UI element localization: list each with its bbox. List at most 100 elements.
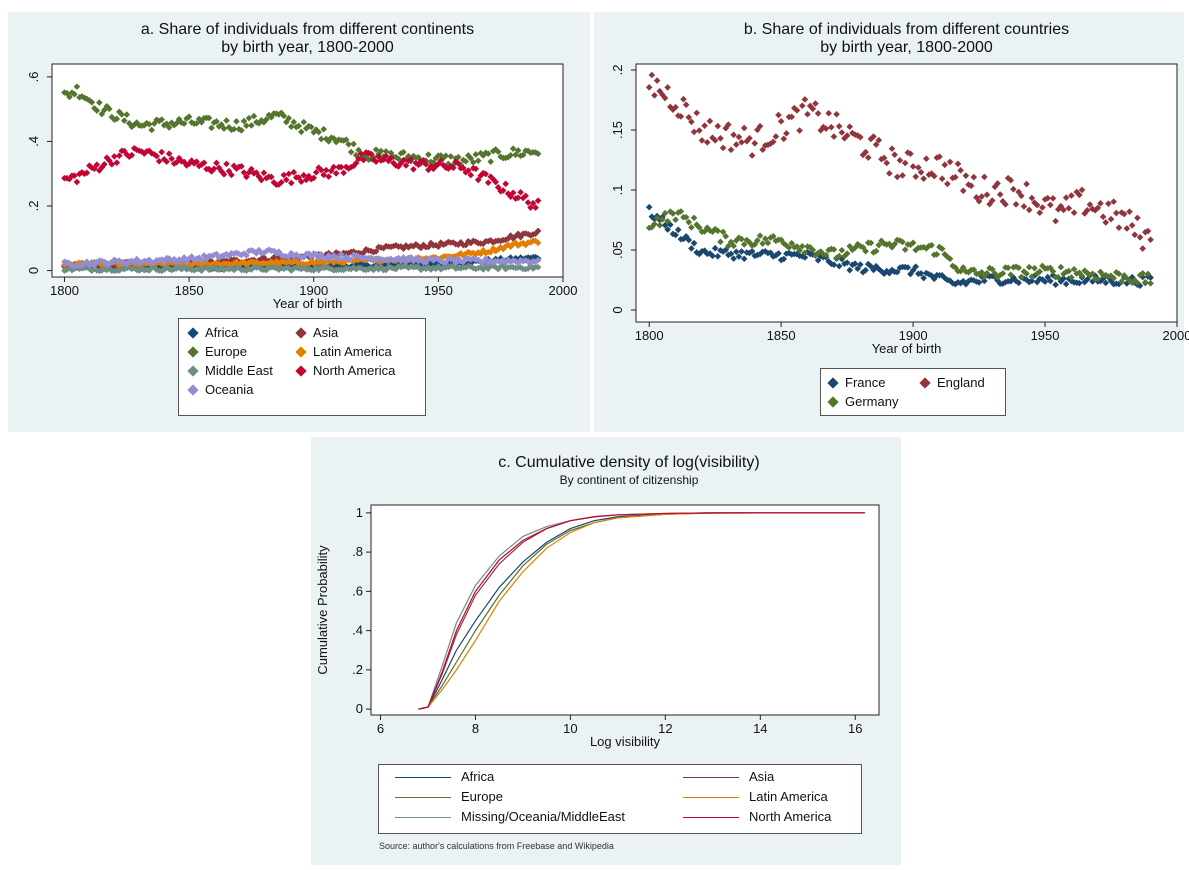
point-germany xyxy=(999,270,1007,277)
point-north-america xyxy=(315,164,323,172)
y-tick-label: .4 xyxy=(26,136,41,147)
point-latin-america xyxy=(283,259,290,266)
point-latin-america xyxy=(457,249,465,257)
point-england xyxy=(746,134,753,142)
point-europe xyxy=(489,147,497,155)
point-oceania xyxy=(183,258,190,266)
y-tick-label: 0 xyxy=(26,267,41,274)
point-latin-america xyxy=(497,243,504,251)
point-france xyxy=(849,261,856,269)
point-oceania xyxy=(415,257,422,265)
x-tick-label: 1850 xyxy=(175,283,204,298)
point-oceania xyxy=(534,256,542,264)
point-latin-america xyxy=(305,260,313,268)
point-europe xyxy=(225,123,233,131)
point-england xyxy=(1039,204,1046,211)
point-europe xyxy=(88,98,96,106)
point-england xyxy=(872,141,880,148)
point-france xyxy=(981,277,988,285)
point-middle-east xyxy=(425,264,432,271)
point-england xyxy=(846,123,854,131)
point-north-america xyxy=(180,158,188,166)
point-latin-america xyxy=(350,257,357,265)
point-england xyxy=(1049,195,1057,202)
point-north-america xyxy=(365,149,372,157)
point-europe xyxy=(519,151,527,159)
point-north-america xyxy=(283,176,290,184)
point-germany xyxy=(888,243,896,251)
point-north-america xyxy=(325,173,332,180)
point-germany xyxy=(1017,274,1025,281)
point-asia xyxy=(534,227,542,235)
point-middle-east xyxy=(235,264,243,271)
legend-label: Latin America xyxy=(749,789,828,804)
point-latin-america xyxy=(492,247,499,255)
point-germany xyxy=(664,217,671,225)
point-oceania xyxy=(255,246,263,254)
point-oceania xyxy=(265,246,273,254)
point-europe xyxy=(243,122,250,130)
point-france xyxy=(835,262,843,270)
point-europe xyxy=(183,115,190,122)
x-tick-label: 1850 xyxy=(767,328,796,343)
point-europe xyxy=(140,122,148,129)
point-north-america xyxy=(258,176,265,184)
point-germany xyxy=(1089,270,1096,278)
point-germany xyxy=(1139,270,1146,277)
point-oceania xyxy=(459,258,467,266)
point-latin-america xyxy=(170,259,178,267)
legend-item-france: France xyxy=(827,375,885,390)
point-north-america xyxy=(415,161,422,169)
point-oceania xyxy=(467,256,475,263)
point-germany xyxy=(978,268,986,276)
point-north-america xyxy=(330,163,337,171)
legend-label: Africa xyxy=(461,769,495,784)
point-england xyxy=(1134,214,1141,222)
point-france xyxy=(1028,277,1036,285)
point-england xyxy=(864,154,872,161)
point-middle-east xyxy=(327,265,335,273)
point-england xyxy=(1007,176,1015,184)
point-france xyxy=(1060,275,1067,282)
legend-item-latin-america: Latin America xyxy=(295,344,392,359)
point-england xyxy=(645,84,653,91)
point-france xyxy=(714,253,722,260)
point-oceania xyxy=(402,258,410,266)
chart-title: c. Cumulative density of log(visibility) xyxy=(498,454,759,471)
point-oceania xyxy=(387,255,395,263)
point-north-america xyxy=(200,159,208,167)
y-tick-label: .2 xyxy=(610,65,625,76)
point-france xyxy=(1015,279,1022,287)
point-north-america xyxy=(71,172,78,180)
point-germany xyxy=(907,241,914,249)
point-france xyxy=(893,268,901,276)
legend-a: Africa Asia Europe Latin America Middle East… xyxy=(178,318,426,416)
point-france xyxy=(685,236,693,244)
point-africa xyxy=(362,260,370,268)
point-europe xyxy=(205,114,213,122)
point-germany xyxy=(791,244,798,251)
point-germany xyxy=(1028,273,1036,280)
point-germany xyxy=(880,240,888,247)
point-latin-america xyxy=(203,259,210,267)
point-oceania xyxy=(287,249,295,257)
point-germany xyxy=(740,241,748,248)
point-middle-east xyxy=(150,264,158,271)
point-north-america xyxy=(238,163,245,170)
point-africa xyxy=(360,262,367,269)
point-oceania xyxy=(103,261,111,269)
point-england xyxy=(904,149,912,156)
point-england xyxy=(1107,215,1115,223)
point-germany xyxy=(1065,267,1073,275)
point-europe xyxy=(106,105,113,113)
point-north-america xyxy=(407,155,415,163)
point-germany xyxy=(1023,270,1030,277)
point-north-america xyxy=(432,162,440,170)
legend-line xyxy=(683,797,739,799)
point-oceania xyxy=(312,250,320,258)
x-tick-label: 1950 xyxy=(1031,328,1060,343)
point-germany xyxy=(1142,278,1149,286)
point-europe xyxy=(350,140,357,148)
point-europe xyxy=(307,123,315,131)
point-england xyxy=(1012,200,1020,208)
